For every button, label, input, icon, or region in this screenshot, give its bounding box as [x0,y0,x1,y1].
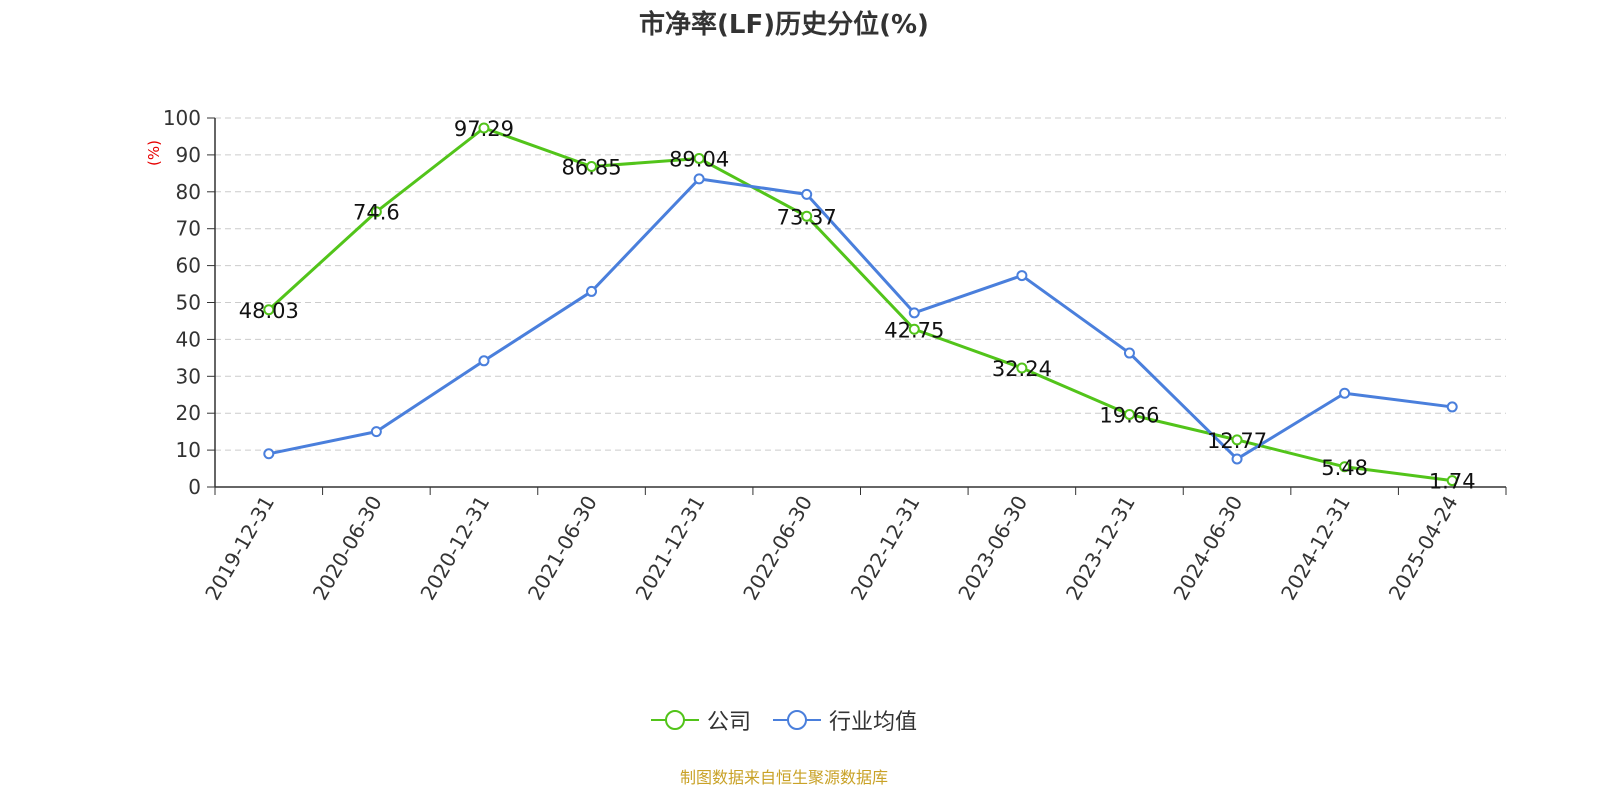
y-tick-label: 30 [176,364,201,388]
x-tick-label: 2021-12-31 [631,492,710,605]
legend-item-industry[interactable]: 行业均值 [773,704,917,736]
data-point-1 [478,355,490,367]
data-label: 42.75 [884,318,944,342]
data-label: 73.37 [777,205,837,229]
legend-label-industry: 行业均值 [829,710,918,735]
data-point-1 [1123,347,1135,359]
data-point-1 [1339,387,1351,399]
data-point-0 [478,122,490,134]
data-point-1 [263,448,275,460]
data-label: 97.29 [454,117,514,141]
x-tick-label: 2022-12-31 [846,492,925,605]
data-point-1 [370,426,382,438]
legend-company-marker-icon [650,710,699,730]
y-tick-label: 100 [163,106,201,130]
data-point-1 [1446,401,1458,413]
chart-title: 市净率(LF)历史分位(%) [639,10,929,40]
data-point-0 [1123,408,1135,420]
x-tick-label: 2019-12-31 [200,492,279,605]
data-point-1 [908,307,920,319]
data-point-1 [586,285,598,297]
data-label: 89.04 [669,147,729,171]
data-point-0 [1446,475,1458,487]
x-tick-label: 2020-06-30 [308,492,387,605]
x-tick-label: 2025-04-24 [1384,492,1463,605]
x-tick-label: 2021-06-30 [523,492,602,605]
series-line-0 [267,126,1453,483]
y-tick-label: 0 [188,475,201,499]
x-tick-label: 2022-06-30 [738,492,817,605]
data-point-1 [1016,270,1028,282]
source-note: 制图数据来自恒生聚源数据库 [679,768,888,787]
data-point-0 [693,152,705,164]
data-point-0 [586,161,598,173]
data-label: 74.6 [353,201,400,225]
data-label: 86.85 [561,156,621,180]
y-tick-label: 80 [176,180,201,204]
x-tick-label: 2023-06-30 [953,492,1032,605]
data-label: 12.77 [1207,429,1267,453]
legend-item-company[interactable]: 公司 [650,704,751,736]
data-point-0 [1339,461,1351,473]
data-label: 32.24 [992,357,1052,381]
data-point-1 [1231,453,1243,465]
data-label: 19.66 [1099,403,1159,427]
legend-label-company: 公司 [706,710,751,735]
data-point-0 [908,323,920,335]
data-label: 1.74 [1429,470,1476,494]
y-tick-label: 20 [176,401,201,425]
data-point-1 [693,173,705,185]
data-label: 5.48 [1321,456,1368,480]
y-tick-label: 10 [176,438,201,462]
x-tick-label: 2020-12-31 [415,492,494,605]
y-tick-label: 90 [176,143,201,167]
y-tick-label: 70 [176,217,201,241]
y-tick-label: 50 [176,291,201,315]
data-label: 48.03 [239,299,299,323]
data-point-0 [263,304,275,316]
data-point-0 [370,206,382,218]
y-tick-label: 60 [176,254,201,278]
legend: 公司 行业均值 [0,704,1568,736]
data-point-0 [801,210,813,222]
x-tick-label: 2024-06-30 [1168,492,1247,605]
series-line-1 [268,177,1453,461]
x-tick-label: 2023-12-31 [1061,492,1140,605]
y-tick-label: 40 [176,327,201,351]
legend-industry-marker-icon [773,710,821,730]
y-axis-label: (%) [145,140,163,166]
x-tick-label: 2024-12-31 [1276,492,1355,605]
data-point-0 [1231,434,1243,446]
data-point-1 [801,188,813,200]
data-point-0 [1016,362,1028,374]
